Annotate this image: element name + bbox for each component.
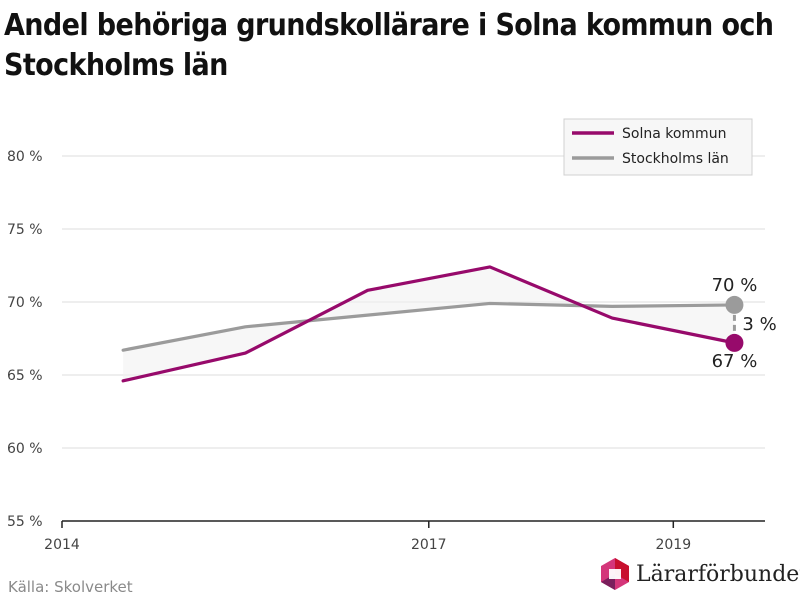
stockholm-end-label: 70 % xyxy=(712,275,758,296)
series-line-solna xyxy=(121,265,737,383)
legend-label-solna: Solna kommun xyxy=(622,126,726,142)
stockholm-end-point xyxy=(725,295,744,314)
y-tick-label: 60 % xyxy=(7,441,43,457)
gap-area xyxy=(123,266,735,381)
brand-name: Lärarförbundet xyxy=(636,561,800,587)
hexagon-logo-icon xyxy=(601,558,629,590)
solna-end-label: 67 % xyxy=(712,351,758,372)
y-tick-label: 80 % xyxy=(7,149,43,165)
legend: Solna kommun Stockholms län xyxy=(563,118,753,176)
x-tick-label: 2014 xyxy=(44,537,80,553)
y-tick-label: 70 % xyxy=(7,295,43,311)
y-tick-label: 55 % xyxy=(7,514,43,530)
end-markers: 70 % 67 % 3 % xyxy=(712,275,777,372)
difference-label: 3 % xyxy=(742,314,776,335)
y-axis-tick-labels: 55 % 60 % 65 % 70 % 75 % 80 % xyxy=(7,149,43,530)
series-line-stockholm xyxy=(121,301,737,352)
source-label: Källa: Skolverket xyxy=(8,578,133,596)
legend-box xyxy=(563,118,753,176)
y-tick-label: 65 % xyxy=(7,368,43,384)
series-lines xyxy=(121,265,737,383)
y-tick-label: 75 % xyxy=(7,222,43,238)
x-tick-label: 2017 xyxy=(411,537,447,553)
legend-label-stockholm: Stockholms län xyxy=(622,151,729,167)
x-axis-ticks: 2014 2017 2019 xyxy=(44,521,691,553)
solna-end-point xyxy=(725,333,744,352)
brand-logo: Lärarförbundet xyxy=(600,556,800,592)
x-tick-label: 2019 xyxy=(655,537,691,553)
chart-title: Andel behöriga grundskollärare i Solna k… xyxy=(4,8,774,83)
